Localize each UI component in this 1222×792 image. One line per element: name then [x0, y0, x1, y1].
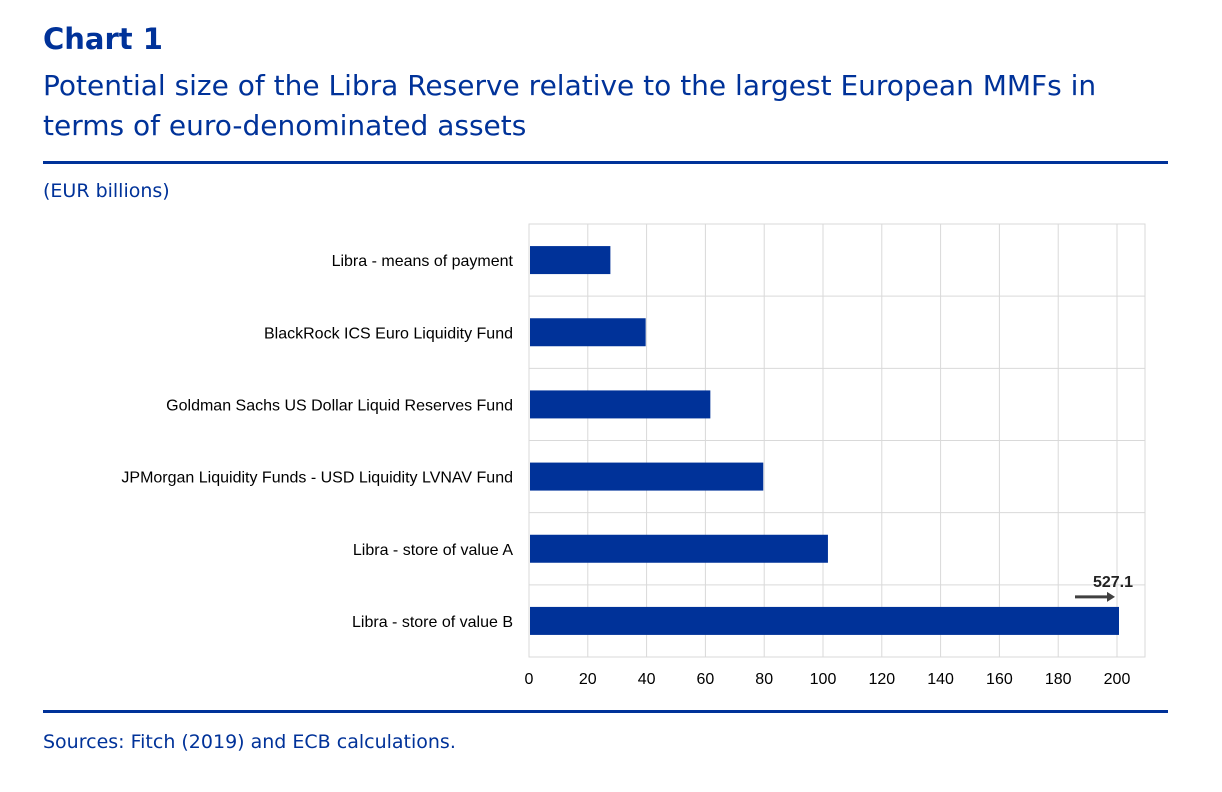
- x-tick-label-0: 0: [525, 671, 534, 688]
- sources-note: Sources: Fitch (2019) and ECB calculatio…: [43, 731, 456, 753]
- top-divider: [43, 161, 1168, 164]
- x-tick-label-120: 120: [868, 671, 895, 688]
- x-tick-label-60: 60: [697, 671, 715, 688]
- x-tick-label-80: 80: [755, 671, 773, 688]
- x-tick-label-20: 20: [579, 671, 597, 688]
- annotation-arrow-head-1: [1107, 591, 1115, 602]
- x-tick-label-40: 40: [638, 671, 656, 688]
- x-tick-label-140: 140: [927, 671, 954, 688]
- grid-lines: [528, 224, 1145, 657]
- bar-2: [530, 318, 646, 347]
- x-tick-label-200: 200: [1104, 671, 1131, 688]
- category-label-5: Libra - store of value A: [353, 542, 513, 559]
- category-label-3: Goldman Sachs US Dollar Liquid Reserves …: [166, 397, 513, 414]
- category-labels: Libra - means of payment BlackRock ICS Eu…: [121, 253, 513, 631]
- bar-6: [530, 606, 1119, 635]
- category-label-2: BlackRock ICS Euro Liquidity Fund: [264, 325, 513, 342]
- bottom-divider: [43, 710, 1168, 713]
- category-label-1: Libra - means of payment: [332, 253, 514, 270]
- chart-number: Chart 1: [43, 22, 163, 56]
- x-tick-label-160: 160: [986, 671, 1013, 688]
- bar-5: [530, 534, 828, 563]
- category-label-6: Libra - store of value B: [352, 614, 513, 631]
- chart-title: Potential size of the Libra Reserve rela…: [43, 69, 1097, 142]
- x-tick-label-180: 180: [1045, 671, 1072, 688]
- unit-label: (EUR billions): [43, 180, 170, 202]
- x-tick-labels: 0 20 40 60 80 100 120 140 160 180 200: [525, 671, 1131, 688]
- bars-group: [530, 246, 1119, 635]
- annotation-value-1: 527.1: [1093, 574, 1133, 591]
- bar-3: [530, 390, 711, 419]
- annotations: 527.1: [1075, 574, 1133, 602]
- bar-4: [530, 462, 764, 491]
- x-tick-label-100: 100: [810, 671, 837, 688]
- bar-1: [530, 246, 611, 275]
- category-label-4: JPMorgan Liquidity Funds - USD Liquidity…: [121, 470, 513, 487]
